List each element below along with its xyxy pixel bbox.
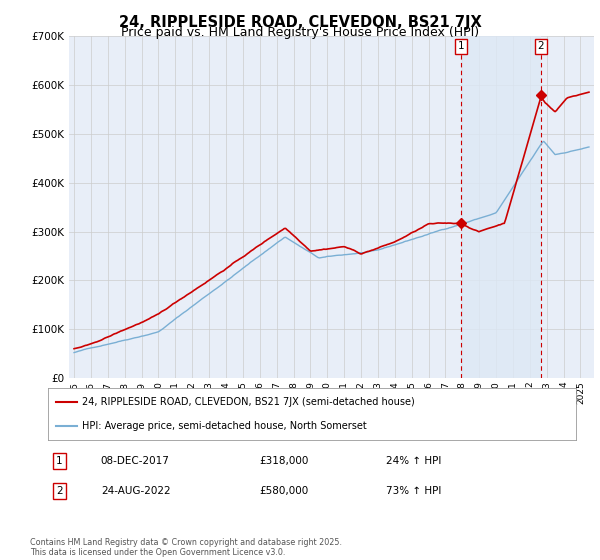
Text: 73% ↑ HPI: 73% ↑ HPI (386, 486, 441, 496)
Text: 24, RIPPLESIDE ROAD, CLEVEDON, BS21 7JX (semi-detached house): 24, RIPPLESIDE ROAD, CLEVEDON, BS21 7JX … (82, 397, 415, 407)
Text: 2: 2 (538, 41, 544, 51)
Text: Contains HM Land Registry data © Crown copyright and database right 2025.
This d: Contains HM Land Registry data © Crown c… (30, 538, 342, 557)
Text: £318,000: £318,000 (259, 456, 308, 466)
Text: 24% ↑ HPI: 24% ↑ HPI (386, 456, 441, 466)
Text: 1: 1 (56, 456, 63, 466)
Text: 24-AUG-2022: 24-AUG-2022 (101, 486, 170, 496)
Text: HPI: Average price, semi-detached house, North Somerset: HPI: Average price, semi-detached house,… (82, 421, 367, 431)
Text: 1: 1 (458, 41, 464, 51)
Text: Price paid vs. HM Land Registry's House Price Index (HPI): Price paid vs. HM Land Registry's House … (121, 26, 479, 39)
Bar (461, 36, 541, 378)
Text: 2: 2 (56, 486, 63, 496)
Text: 08-DEC-2017: 08-DEC-2017 (101, 456, 170, 466)
Text: £580,000: £580,000 (259, 486, 308, 496)
Text: 24, RIPPLESIDE ROAD, CLEVEDON, BS21 7JX: 24, RIPPLESIDE ROAD, CLEVEDON, BS21 7JX (119, 15, 481, 30)
